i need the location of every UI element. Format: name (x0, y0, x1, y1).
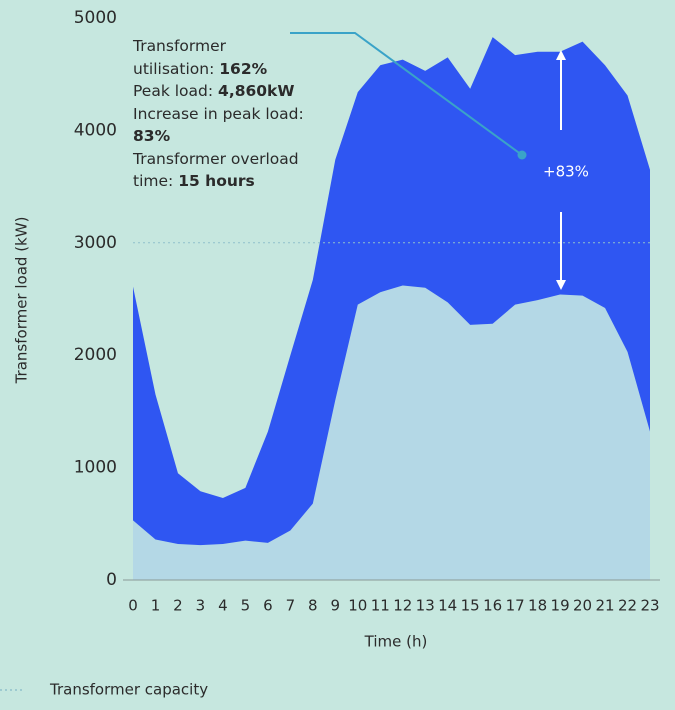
x-tick-label: 7 (286, 597, 296, 615)
x-tick-label: 23 (640, 597, 659, 615)
annotation-value: 162% (219, 59, 268, 78)
x-tick-label: 8 (308, 597, 318, 615)
x-tick-label: 15 (461, 597, 480, 615)
y-tick-label: 5000 (74, 8, 117, 28)
areas (133, 37, 650, 580)
x-tick-label: 18 (528, 597, 547, 615)
y-tick-label: 0 (106, 570, 117, 590)
x-tick-label: 2 (173, 597, 183, 615)
y-tick-label: 1000 (74, 458, 117, 478)
legend-label: Transformer capacity (49, 681, 208, 699)
annotation-label: Transformer overload time: (133, 149, 299, 191)
annotation-value: 83% (133, 127, 171, 145)
annotation-label: Peak load: (133, 82, 214, 100)
x-tick-label: 22 (618, 597, 637, 615)
annotation-label: Transformer utilisation: (133, 37, 227, 78)
annotation-value: 4,860kW (218, 82, 295, 100)
x-tick-label: 20 (573, 597, 592, 615)
annotation-value: 15 hours (178, 172, 255, 190)
x-tick-label: 5 (241, 597, 251, 615)
x-tick-label: 11 (371, 597, 390, 615)
y-axis-label: Transformer load (kW) (13, 217, 31, 385)
x-tick-label: 9 (331, 597, 341, 615)
increase-label: +83% (543, 163, 589, 181)
x-tick-label: 21 (595, 597, 614, 615)
arrow-up-head (556, 50, 566, 60)
x-tick-label: 19 (551, 597, 570, 615)
callout-dot (517, 150, 527, 160)
x-tick-label: 16 (483, 597, 502, 615)
x-tick-label: 1 (151, 597, 161, 615)
x-tick-label: 12 (393, 597, 412, 615)
annotation-label: Increase in peak load: (133, 104, 304, 123)
x-tick-label: 4 (218, 597, 228, 615)
x-tick-label: 0 (128, 597, 138, 615)
x-tick-label: 3 (196, 597, 206, 615)
x-tick-label: 17 (506, 597, 525, 615)
y-tick-label: 4000 (74, 120, 117, 140)
callout-line (290, 32, 523, 156)
y-tick-label: 2000 (74, 345, 117, 365)
x-tick-label: 10 (348, 597, 367, 615)
y-tick-label: 3000 (74, 233, 117, 253)
arrow-down-head (556, 280, 566, 290)
x-axis-label: Time (h) (364, 633, 428, 651)
annotation-line: Increase in peak load: 83% (133, 103, 311, 148)
annotation: Transformer utilisation: 162% Peak load: … (133, 35, 311, 193)
x-tick-label: 13 (416, 597, 435, 615)
x-tick-label: 6 (263, 597, 273, 615)
annotation-line: Transformer utilisation: 162% (133, 35, 311, 80)
annotation-line: Peak load: 4,860kW (133, 80, 311, 103)
area (133, 285, 650, 580)
annotation-line: Transformer overload time: 15 hours (133, 148, 311, 193)
x-tick-label: 14 (438, 597, 457, 615)
area (133, 37, 650, 546)
